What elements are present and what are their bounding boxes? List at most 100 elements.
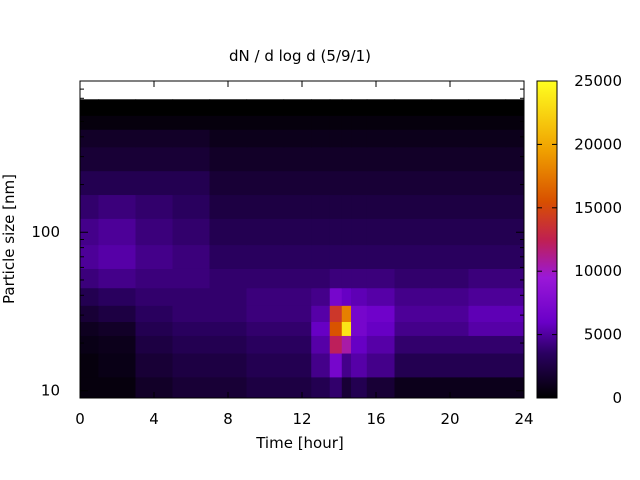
heatmap-cell [394,376,433,398]
colorbar-tick-label: 20000 [574,135,622,153]
heatmap-cell [329,99,343,116]
heatmap-cell [341,170,352,196]
heatmap-cell [468,321,507,336]
x-axis-label: Time [hour] [255,434,344,452]
heatmap-cell [468,335,507,354]
heatmap-cell [283,194,312,219]
heatmap-cell [341,218,352,246]
heatmap-cell [80,287,100,306]
heatmap-cell [366,194,396,219]
x-tick-label: 8 [223,410,233,428]
heatmap-cell [135,115,174,130]
heatmap-cell [172,244,211,269]
heatmap-cell [431,99,470,116]
heatmap-cell [98,305,137,322]
heatmap-cell [468,287,507,306]
heatmap-cell [135,268,174,289]
heatmap-cell [98,99,137,116]
heatmap-cell [80,305,100,322]
heatmap-cell [80,268,100,289]
heatmap-cell [246,99,285,116]
heatmap-cell [366,287,396,306]
heatmap-cell [394,146,433,172]
heatmap-cell [283,305,312,322]
heatmap-cell [311,352,331,378]
heatmap-cell [311,244,331,269]
colorbar-tick-label: 0 [612,389,622,407]
heatmap-cell [80,218,100,246]
heatmap-cell [394,287,433,306]
heatmap-cell [209,99,248,116]
heatmap-cell [351,376,368,398]
heatmap-cell [431,321,470,336]
heatmap-cell [341,115,352,130]
heatmap-cell [311,194,331,219]
chart-title: dN / d log d (5/9/1) [229,47,371,65]
heatmap-cell [366,99,396,116]
heatmap-cell [366,146,396,172]
heatmap-cell [366,321,396,336]
heatmap-cell [394,194,433,219]
heatmap-cell [468,115,507,130]
heatmap-cell [329,352,343,378]
colorbar-ticks: 0 5000 10000 15000 20000 25000 [537,72,622,407]
heatmap-cell [283,99,312,116]
heatmap-cell [209,244,248,269]
heatmap-cell [394,321,433,336]
colorbar-tick-label: 5000 [584,326,622,344]
heatmap-cell [209,115,248,130]
heatmap-cell [468,268,507,289]
heatmap-cell [505,287,524,306]
heatmap-cell [80,352,100,378]
heatmap-cell [209,376,248,398]
heatmap-cell [431,305,470,322]
heatmap-cell [366,218,396,246]
heatmap-cell [246,335,285,354]
heatmap-cell [351,287,368,306]
heatmap-cell [505,335,524,354]
heatmap-cell [172,305,211,322]
heatmap-cell [246,194,285,219]
heatmap-cell [283,218,312,246]
heatmap-cell [468,194,507,219]
heatmap-cell [135,376,174,398]
heatmap-cell [246,115,285,130]
heatmap-cell [209,194,248,219]
heatmap-cell [172,170,211,196]
heatmap-cell [505,268,524,289]
heatmap-cell [431,268,470,289]
heatmap-cell [172,321,211,336]
heatmap-cell [329,287,343,306]
heatmap-cell [431,335,470,354]
heatmap-cell [341,335,352,354]
heatmap-cell [341,129,352,148]
y-axis-ticks: 10 100 [31,80,524,400]
heatmap-cell [283,146,312,172]
heatmap-cell [98,194,137,219]
heatmap-cell [98,218,137,246]
heatmap-cell [209,305,248,322]
heatmap-cell [394,268,433,289]
x-tick-label: 24 [514,410,533,428]
heatmap-cell [172,335,211,354]
heatmap-cell [246,352,285,378]
heatmap-cell [505,321,524,336]
heatmap-cell [311,305,331,322]
heatmap-cell [431,244,470,269]
heatmap-cell [209,287,248,306]
heatmap-cell [98,321,137,336]
heatmap-cell [135,352,174,378]
x-tick-label: 0 [75,410,85,428]
heatmap-cell [80,115,100,130]
heatmap-cell [135,99,174,116]
heatmap-cell [283,170,312,196]
heatmap-cell [311,115,331,130]
heatmap-cell [351,244,368,269]
heatmap-cell [209,352,248,378]
heatmap-cell [135,194,174,219]
heatmap-cell [80,244,100,269]
heatmap-cell [505,129,524,148]
heatmap-cell [209,170,248,196]
heatmap-cell [311,146,331,172]
